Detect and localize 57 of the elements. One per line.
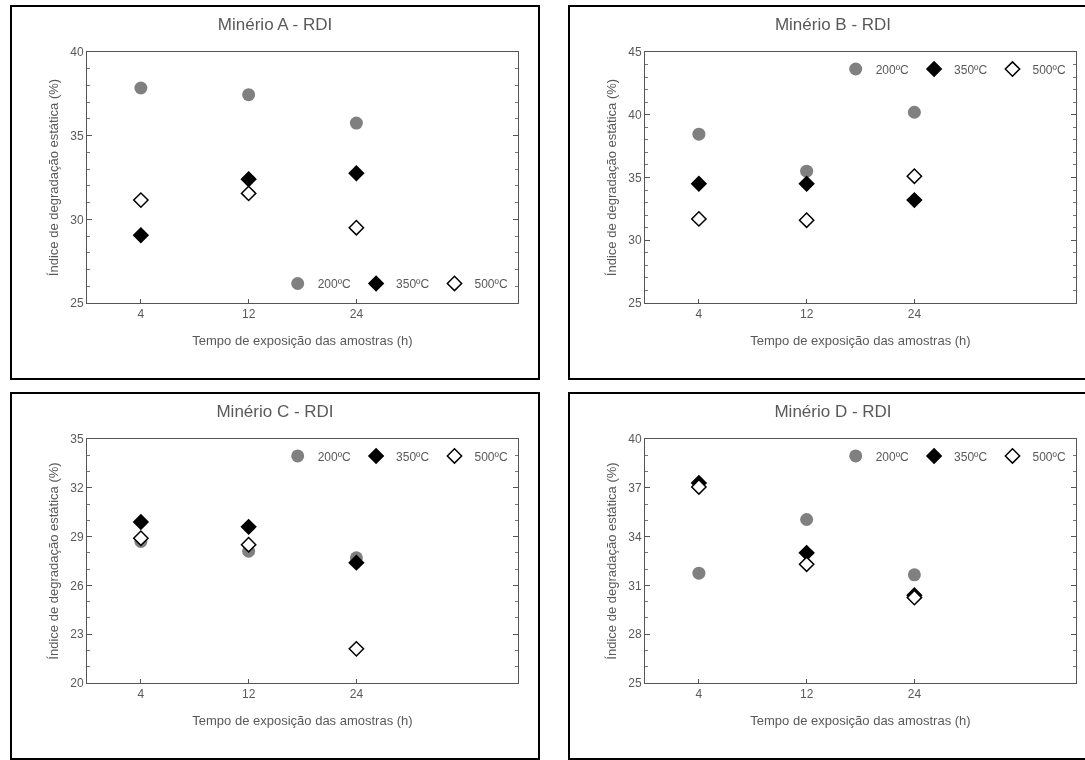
chart-title: Minério D - RDI bbox=[774, 401, 892, 421]
legend-label: 500ºC bbox=[474, 277, 508, 292]
y-tick-label: 35 bbox=[70, 432, 84, 447]
y-axis-title: Índice de degradação estática (%) bbox=[604, 462, 620, 660]
y-tick-label: 34 bbox=[628, 529, 642, 544]
legend-label: 350ºC bbox=[396, 277, 430, 292]
y-tick-label: 23 bbox=[70, 627, 84, 642]
y-tick-label: 35 bbox=[70, 128, 84, 143]
x-axis-title: Tempo de exposição das amostras (h) bbox=[192, 333, 413, 348]
y-tick-label: 26 bbox=[70, 578, 84, 593]
y-tick-label: 32 bbox=[70, 481, 84, 495]
x-tick-label: 12 bbox=[799, 307, 814, 322]
x-axis-title: Tempo de exposição das amostras (h) bbox=[750, 713, 971, 728]
y-tick-label: 35 bbox=[628, 170, 642, 185]
y-tick-label: 29 bbox=[70, 529, 84, 544]
y-tick-label: 25 bbox=[628, 676, 642, 691]
y-tick-label: 25 bbox=[70, 296, 84, 311]
y-axis-title: Índice de degradação estática (%) bbox=[46, 462, 62, 660]
legend-label: 350ºC bbox=[954, 62, 988, 77]
x-tick-label: 12 bbox=[241, 687, 256, 702]
chart-title: Minério C - RDI bbox=[216, 401, 334, 421]
x-tick-label: 4 bbox=[695, 687, 703, 702]
legend-label: 200ºC bbox=[875, 62, 910, 77]
x-tick-label: 4 bbox=[137, 687, 145, 702]
y-tick-label: 31 bbox=[628, 578, 642, 593]
chart-title: Minério B - RDI bbox=[774, 15, 892, 35]
legend-label: 500ºC bbox=[1032, 449, 1066, 464]
x-tick-label: 4 bbox=[137, 307, 145, 322]
x-axis-title: Tempo de exposição das amostras (h) bbox=[750, 333, 971, 348]
x-tick-label: 24 bbox=[907, 307, 922, 322]
legend-label: 350ºC bbox=[954, 449, 988, 464]
legend-label: 500ºC bbox=[1032, 62, 1066, 77]
y-tick-label: 20 bbox=[70, 676, 84, 691]
y-tick-label: 45 bbox=[628, 45, 642, 60]
y-tick-label: 30 bbox=[70, 212, 84, 227]
x-tick-label: 4 bbox=[695, 307, 703, 322]
y-tick-label: 40 bbox=[70, 45, 84, 60]
y-tick-label: 25 bbox=[628, 296, 642, 311]
x-tick-label: 12 bbox=[799, 687, 814, 702]
legend-label: 200ºC bbox=[317, 449, 352, 464]
legend-label: 200ºC bbox=[317, 277, 352, 292]
x-tick-label: 24 bbox=[349, 687, 364, 702]
x-tick-label: 24 bbox=[349, 307, 364, 322]
y-axis-title: Índice de degradação estática (%) bbox=[46, 78, 62, 277]
chart-title: Minério A - RDI bbox=[217, 15, 333, 35]
y-tick-label: 28 bbox=[628, 627, 642, 642]
y-tick-label: 40 bbox=[628, 432, 642, 447]
legend-label: 350ºC bbox=[396, 449, 430, 464]
y-tick-label: 37 bbox=[628, 481, 642, 495]
y-axis-title: Índice de degradação estática (%) bbox=[604, 78, 620, 277]
legend-label: 200ºC bbox=[875, 449, 910, 464]
y-tick-label: 30 bbox=[628, 233, 642, 248]
x-axis-title: Tempo de exposição das amostras (h) bbox=[192, 713, 413, 728]
y-tick-label: 40 bbox=[628, 107, 642, 122]
legend-label: 500ºC bbox=[474, 449, 508, 464]
x-tick-label: 12 bbox=[241, 307, 256, 322]
x-tick-label: 24 bbox=[907, 687, 922, 702]
